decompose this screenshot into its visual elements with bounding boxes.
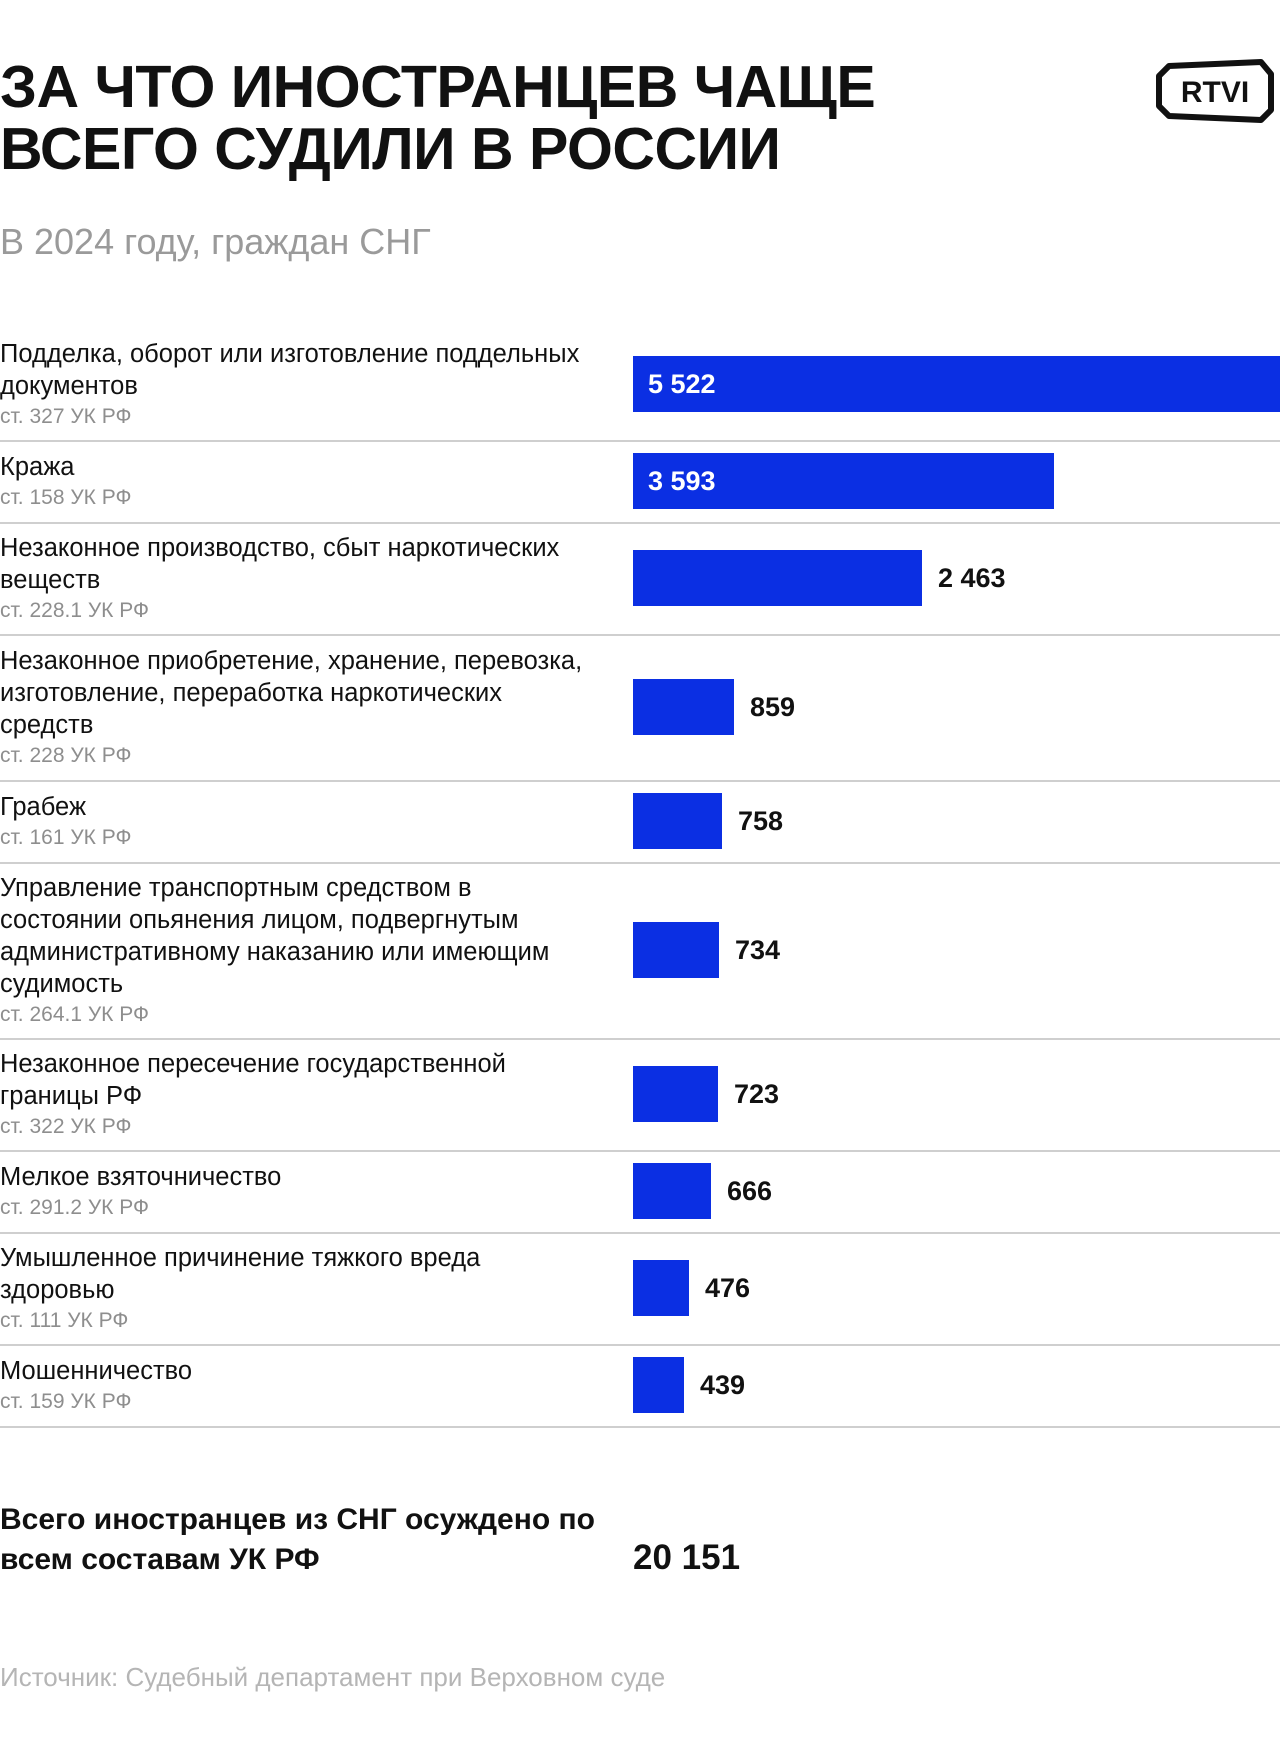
chart-row: Мошенничество ст. 159 УК РФ 439 [0,1346,1280,1428]
category-label: Мошенничество [0,1357,193,1385]
category-article: ст. 291.2 УК РФ [0,1196,149,1219]
chart-row: Грабеж ст. 161 УК РФ 758 [0,782,1280,864]
bar [633,356,1280,412]
bar-value-label: 758 [738,806,784,836]
bar-value-label: 859 [750,692,796,722]
bar-value-label: 723 [734,1079,780,1109]
category-article: ст. 327 УК РФ [0,405,132,428]
chart-row: Управление транспортным средством в сост… [0,864,1280,1040]
source-note: Источник: Судебный департамент при Верхо… [0,1662,666,1692]
chart-row: Кража ст. 158 УК РФ 3 593 [0,442,1280,524]
category-label: Грабеж [0,793,87,821]
bar [633,1260,689,1316]
category-article: ст. 264.1 УК РФ [0,1003,149,1026]
bar-value-label: 666 [727,1176,773,1206]
category-label: Кража [0,453,75,481]
bar-value-label: 476 [705,1273,751,1303]
category-label-block: Грабеж ст. 161 УК РФ [0,791,600,853]
logo-text: RTVI [1181,76,1249,109]
category-label: Незаконное производство, сбыт наркотичес… [0,534,560,594]
bar [633,550,922,606]
chart-row: Незаконное производство, сбыт наркотичес… [0,524,1280,636]
category-article: ст. 228.1 УК РФ [0,599,149,622]
category-label: Незаконное приобретение, хранение, перев… [0,647,583,739]
chart-row: Мелкое взяточничество ст. 291.2 УК РФ 666 [0,1152,1280,1234]
bar-value-label: 2 463 [938,563,1006,593]
category-label-block: Подделка, оборот или изготовление поддел… [0,338,600,432]
bar [633,679,734,735]
category-label-block: Мошенничество ст. 159 УК РФ [0,1355,600,1417]
bar-value-label: 439 [700,1370,746,1400]
total-label: Всего иностранцев из СНГ осуждено по все… [0,1503,595,1576]
bar [633,793,722,849]
category-label-block: Умышленное причинение тяжкого вреда здор… [0,1242,600,1336]
bar-value-label: 5 522 [648,369,716,399]
category-article: ст. 159 УК РФ [0,1390,132,1413]
category-label-block: Управление транспортным средством в сост… [0,872,600,1030]
category-label: Умышленное причинение тяжкого вреда здор… [0,1244,481,1304]
chart-row: Незаконное приобретение, хранение, перев… [0,636,1280,782]
bar [633,453,1054,509]
chart-row: Незаконное пересечение государственной г… [0,1040,1280,1152]
category-label-block: Незаконное производство, сбыт наркотичес… [0,532,600,626]
category-article: ст. 322 УК РФ [0,1115,132,1138]
category-article: ст. 111 УК РФ [0,1309,129,1332]
category-article: ст. 228 УК РФ [0,744,132,767]
bar [633,1357,684,1413]
bar-chart: Подделка, оборот или изготовление поддел… [0,330,1280,1428]
rtvi-logo: RTVI [1156,59,1274,123]
category-article: ст. 158 УК РФ [0,486,132,509]
bar-value-label: 734 [735,935,781,965]
category-label: Управление транспортным средством в сост… [0,874,550,998]
category-label: Подделка, оборот или изготовление поддел… [0,340,580,400]
page-title: ЗА ЧТО ИНОСТРАНЦЕВ ЧАЩЕ ВСЕГО СУДИЛИ В Р… [0,54,876,182]
category-label: Незаконное пересечение государственной г… [0,1050,506,1110]
category-label-block: Незаконное приобретение, хранение, перев… [0,645,600,771]
category-label-block: Незаконное пересечение государственной г… [0,1048,600,1142]
total-block: Всего иностранцев из СНГ осуждено по все… [0,1500,1280,1590]
bar [633,1163,711,1219]
category-article: ст. 161 УК РФ [0,826,132,849]
bar [633,922,719,978]
page-subtitle: В 2024 году, граждан СНГ [0,221,431,262]
category-label: Мелкое взяточничество [0,1163,282,1191]
chart-row: Умышленное причинение тяжкого вреда здор… [0,1234,1280,1346]
total-value: 20 151 [633,1538,741,1577]
category-label-block: Мелкое взяточничество ст. 291.2 УК РФ [0,1161,600,1223]
bar [633,1066,718,1122]
category-label-block: Кража ст. 158 УК РФ [0,451,600,513]
chart-row: Подделка, оборот или изготовление поддел… [0,330,1280,442]
bar-value-label: 3 593 [648,466,716,496]
